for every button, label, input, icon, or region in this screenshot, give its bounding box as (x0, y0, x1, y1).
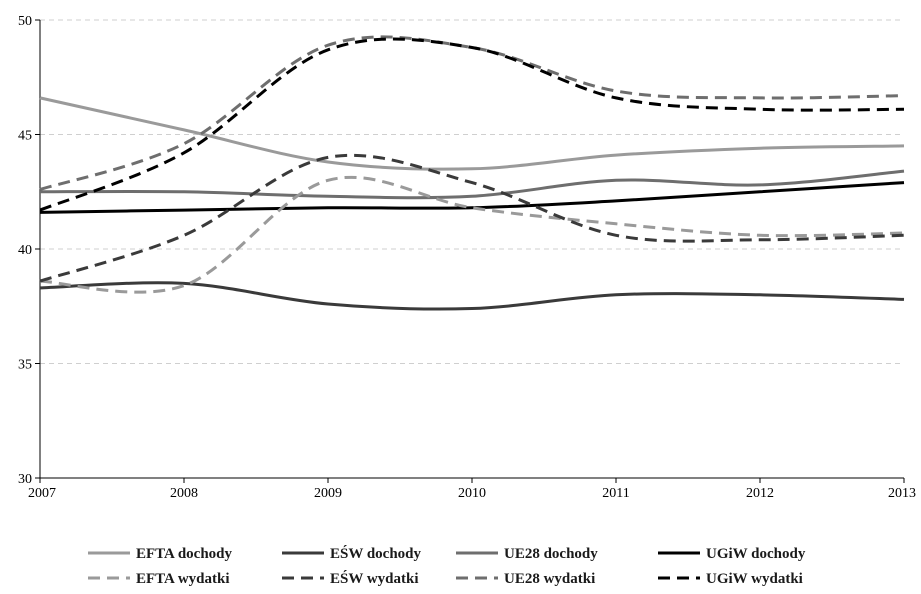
series-line-efta-dochody (39, 96, 905, 171)
legend-label: UGiW wydatki (706, 571, 803, 587)
series-line-ue28-wydatki (39, 35, 905, 191)
y-tick-label: 40 (18, 243, 32, 258)
y-tick-label: 35 (18, 358, 32, 373)
legend-item: UGiW wydatki (658, 571, 803, 587)
legend-item: UGiW dochody (658, 546, 806, 562)
series-line-ugiw-wydatki (39, 37, 905, 212)
x-tick-labels: 2007 2008 2009 2010 2011 2012 2013 (28, 486, 916, 501)
x-tick-label: 2009 (314, 486, 342, 501)
legend-item: EŚW wydatki (282, 570, 419, 587)
x-tick-label: 2012 (746, 486, 774, 501)
legend-item: EFTA wydatki (88, 571, 230, 587)
series-line-eśw-dochody (39, 281, 905, 311)
legend-label: EŚW wydatki (330, 570, 419, 587)
legend-label: EŚW dochody (330, 545, 422, 562)
legend: EFTA dochody EŚW dochody UE28 dochody UGiW … (88, 545, 806, 587)
x-tick-label: 2013 (888, 486, 916, 501)
legend-item: UE28 wydatki (456, 571, 595, 587)
x-tick-label: 2007 (28, 486, 56, 501)
legend-label: UE28 dochody (504, 546, 598, 562)
series-lines (39, 35, 905, 311)
y-tick-label: 50 (18, 14, 32, 29)
x-tick-label: 2011 (602, 486, 629, 501)
legend-label: UGiW dochody (706, 546, 806, 562)
y-tick-label: 45 (18, 129, 32, 144)
legend-label: EFTA dochody (136, 546, 232, 562)
x-tick-label: 2008 (170, 486, 198, 501)
legend-item: EFTA dochody (88, 546, 232, 562)
x-tick-label: 2010 (458, 486, 486, 501)
y-tick-label: 30 (18, 472, 32, 487)
legend-label: UE28 wydatki (504, 571, 595, 587)
legend-item: UE28 dochody (456, 546, 598, 562)
legend-item: EŚW dochody (282, 545, 422, 562)
y-tick-labels: 30 35 40 45 50 (18, 14, 32, 487)
series-line-efta-wydatki (39, 175, 905, 294)
legend-label: EFTA wydatki (136, 571, 230, 587)
series-line-ue28-dochody (39, 169, 905, 200)
series-line-ugiw-dochody (39, 181, 905, 214)
axes (35, 19, 905, 483)
series-line-eśw-wydatki (39, 153, 905, 283)
grid-lines (40, 19, 904, 364)
